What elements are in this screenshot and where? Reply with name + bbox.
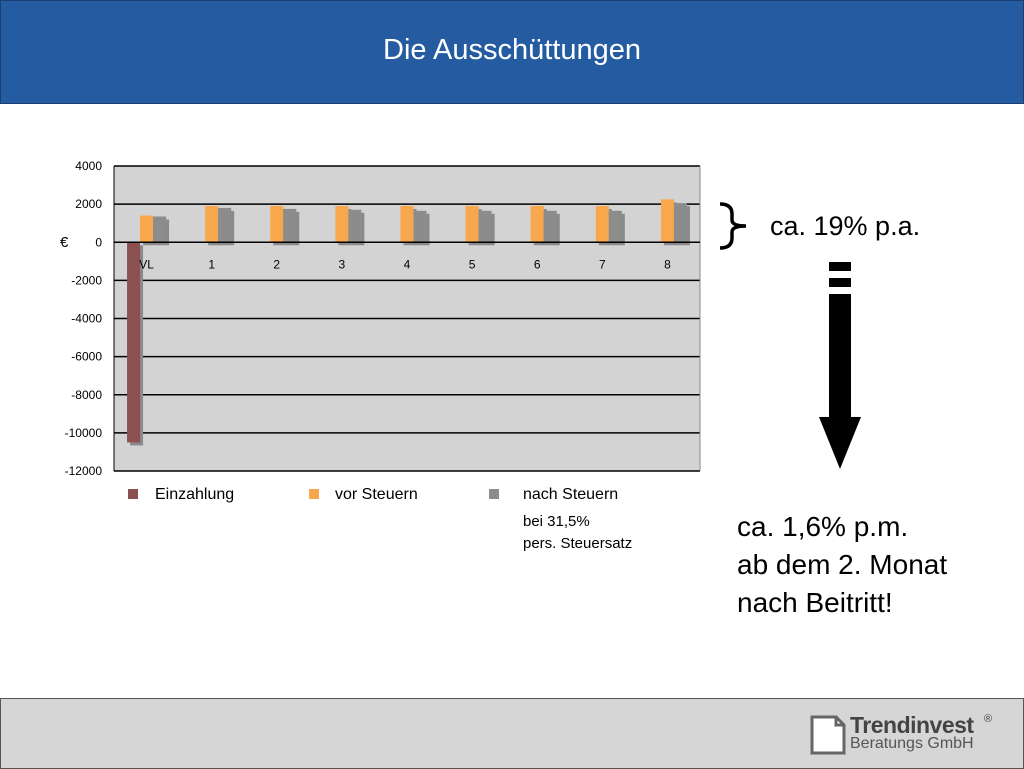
y-tick-label: -10000 bbox=[65, 426, 103, 440]
arrow-down-icon bbox=[819, 262, 861, 469]
x-tick-label: 7 bbox=[599, 257, 606, 271]
bar-nach-steuern bbox=[153, 216, 167, 243]
bar-nach-steuern bbox=[283, 208, 297, 243]
bar-nach-steuern bbox=[478, 210, 492, 243]
bar-nach-steuern bbox=[413, 210, 427, 243]
legend-nach-steuern: nach Steuern bbox=[523, 486, 619, 503]
y-tick-label: -12000 bbox=[65, 464, 103, 478]
legend-swatch-vor-steuern bbox=[309, 489, 319, 499]
annotation-monthly-join: nach Beitritt! bbox=[737, 587, 893, 618]
bar-einzahlung bbox=[127, 242, 141, 443]
y-axis-label: € bbox=[60, 234, 69, 251]
company-logo: Trendinvest ® Beratungs GmbH bbox=[810, 712, 1010, 758]
y-tick-label: -8000 bbox=[71, 388, 102, 402]
legend-swatch-nach-steuern bbox=[489, 489, 499, 499]
y-tick-label: -2000 bbox=[71, 273, 102, 287]
y-tick-label: -6000 bbox=[71, 350, 102, 364]
bar-nach-steuern bbox=[673, 203, 687, 243]
x-tick-label: VL bbox=[139, 257, 154, 271]
logo-mark-icon bbox=[810, 715, 846, 755]
bar-vor-steuern bbox=[595, 206, 609, 243]
footer-bar bbox=[0, 698, 1024, 769]
y-tick-label: 2000 bbox=[75, 197, 102, 211]
bar-vor-steuern bbox=[270, 206, 284, 243]
x-tick-label: 6 bbox=[534, 257, 541, 271]
x-tick-label: 4 bbox=[404, 257, 411, 271]
bar-vor-steuern bbox=[335, 206, 349, 243]
y-tick-label: -4000 bbox=[71, 312, 102, 326]
bar-nach-steuern bbox=[348, 209, 362, 243]
x-tick-label: 2 bbox=[273, 257, 280, 271]
bar-vor-steuern bbox=[530, 206, 544, 243]
annotation-monthly-start: ab dem 2. Monat bbox=[737, 549, 948, 580]
bar-vor-steuern bbox=[140, 215, 154, 243]
y-tick-label: 4000 bbox=[75, 159, 102, 173]
annotation-monthly-rate: ca. 1,6% p.m. bbox=[737, 511, 909, 542]
y-tick-label: 0 bbox=[95, 235, 102, 249]
x-tick-label: 8 bbox=[664, 257, 671, 271]
legend-nach-steuern-rate: bei 31,5% bbox=[523, 513, 590, 530]
bar-chart: 4000 2000 0 -2000 -4000 -6000 -8000 -10000 -1200… bbox=[65, 159, 701, 478]
legend-swatch-einzahlung bbox=[128, 489, 138, 499]
bar-nach-steuern bbox=[543, 210, 557, 243]
bar-nach-steuern bbox=[218, 207, 232, 243]
legend-nach-steuern-note: pers. Steuersatz bbox=[523, 535, 633, 552]
bar-vor-steuern bbox=[400, 206, 414, 243]
header-bar bbox=[0, 0, 1024, 104]
bar-vor-steuern bbox=[660, 199, 674, 243]
x-tick-label: 1 bbox=[208, 257, 215, 271]
legend-einzahlung: Einzahlung bbox=[155, 486, 235, 503]
logo-subtitle: Beratungs GmbH bbox=[850, 735, 974, 752]
annotation-annual-yield: ca. 19% p.a. bbox=[770, 211, 921, 241]
logo-registered-mark: ® bbox=[984, 713, 993, 725]
bar-vor-steuern bbox=[465, 206, 479, 243]
brace-icon bbox=[719, 202, 747, 250]
logo-name: Trendinvest bbox=[850, 712, 974, 738]
page-title: Die Ausschüttungen bbox=[383, 34, 641, 66]
x-tick-label: 5 bbox=[469, 257, 476, 271]
bar-vor-steuern bbox=[205, 206, 219, 243]
legend-vor-steuern: vor Steuern bbox=[335, 486, 418, 503]
annotation-monthly: ca. 1,6% p.m. ab dem 2. Monat nach Beitr… bbox=[737, 508, 947, 622]
x-tick-label: 3 bbox=[339, 257, 346, 271]
bar-nach-steuern bbox=[608, 210, 622, 243]
